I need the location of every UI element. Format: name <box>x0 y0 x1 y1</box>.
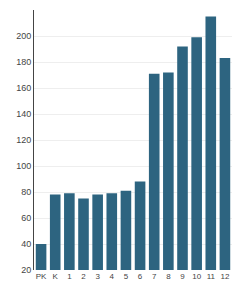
svg-text:7: 7 <box>152 272 157 281</box>
svg-text:4: 4 <box>110 272 115 281</box>
svg-text:1: 1 <box>67 272 72 281</box>
svg-text:11: 11 <box>207 272 216 281</box>
svg-text:100: 100 <box>16 161 31 171</box>
svg-text:10: 10 <box>192 272 201 281</box>
svg-text:180: 180 <box>16 57 31 67</box>
svg-text:PK: PK <box>36 272 47 281</box>
svg-text:6: 6 <box>138 272 143 281</box>
svg-text:2: 2 <box>81 272 86 281</box>
svg-text:9: 9 <box>180 272 185 281</box>
svg-text:120: 120 <box>16 135 31 145</box>
svg-text:60: 60 <box>21 213 31 223</box>
svg-text:12: 12 <box>220 272 229 281</box>
svg-text:8: 8 <box>166 272 171 281</box>
svg-text:3: 3 <box>95 272 100 281</box>
svg-text:160: 160 <box>16 83 31 93</box>
svg-text:140: 140 <box>16 109 31 119</box>
svg-text:80: 80 <box>21 187 31 197</box>
svg-text:200: 200 <box>16 31 31 41</box>
svg-text:20: 20 <box>21 265 31 275</box>
svg-text:K: K <box>53 272 59 281</box>
svg-text:5: 5 <box>124 272 129 281</box>
svg-text:40: 40 <box>21 239 31 249</box>
